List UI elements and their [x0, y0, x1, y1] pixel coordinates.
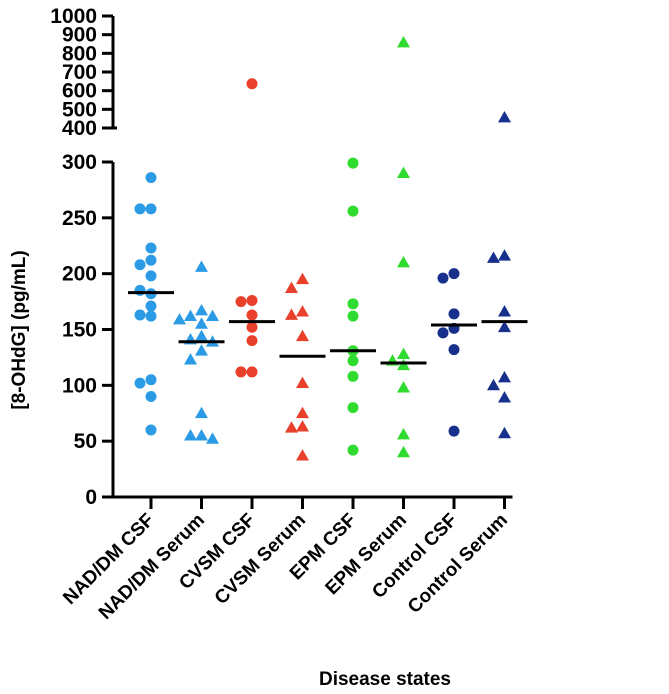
data-point	[145, 374, 157, 386]
y-tick-label: 50	[74, 430, 97, 453]
data-point	[296, 329, 309, 342]
data-point	[397, 427, 410, 440]
data-point	[145, 254, 157, 266]
data-point	[134, 259, 146, 271]
data-point	[448, 344, 460, 356]
data-point	[134, 203, 146, 215]
data-point	[296, 305, 309, 317]
y-axis-title: [8-OHdG] (pg/mL)	[9, 250, 30, 409]
y-tick-label: 1000	[50, 5, 97, 28]
data-point	[498, 391, 511, 403]
data-point	[347, 402, 359, 414]
data-points	[134, 36, 511, 461]
y-tick-label: 900	[62, 24, 97, 47]
data-point	[195, 317, 208, 329]
y-tick-label: 700	[62, 61, 97, 84]
data-point	[285, 308, 298, 320]
data-point	[397, 36, 410, 48]
data-point	[246, 366, 258, 378]
data-point	[347, 298, 359, 310]
data-point	[145, 172, 157, 184]
data-point	[145, 391, 157, 402]
data-point	[498, 371, 511, 383]
data-point	[195, 329, 208, 342]
y-tick-label: 250	[62, 207, 97, 230]
data-point	[206, 432, 219, 444]
data-point	[296, 449, 309, 461]
data-point	[397, 256, 410, 268]
data-point	[195, 406, 208, 419]
data-point	[397, 347, 410, 359]
data-point	[285, 421, 298, 433]
data-point	[195, 344, 208, 356]
data-point	[206, 309, 219, 321]
y-tick-label: 0	[85, 486, 97, 509]
data-point	[145, 270, 157, 282]
data-point	[173, 312, 186, 325]
y-tick-label: 300	[62, 151, 97, 174]
data-point	[498, 249, 511, 261]
y-tick-label: 100	[62, 374, 97, 397]
median-lines	[128, 291, 528, 365]
data-point	[195, 429, 208, 441]
data-point	[397, 445, 410, 458]
x-axis-title: Disease states	[319, 669, 451, 690]
data-point	[448, 308, 460, 320]
data-point	[195, 304, 208, 316]
data-point	[296, 272, 309, 285]
data-point	[347, 370, 359, 382]
data-point	[145, 310, 157, 322]
data-point	[448, 268, 460, 280]
data-point	[347, 157, 359, 169]
data-point	[246, 78, 258, 90]
data-point	[498, 426, 511, 439]
data-point	[448, 425, 460, 437]
data-point	[145, 203, 157, 215]
data-point	[487, 378, 500, 391]
data-point	[145, 242, 157, 254]
data-point	[246, 294, 258, 306]
data-point	[437, 272, 449, 284]
y-tick-label: 600	[62, 80, 97, 103]
data-point	[134, 284, 146, 296]
data-point	[246, 309, 258, 321]
data-point	[498, 111, 511, 123]
data-point	[184, 429, 197, 441]
data-point	[296, 376, 309, 388]
y-tick-label: 500	[62, 98, 97, 121]
data-point	[347, 310, 359, 322]
data-point	[296, 406, 309, 419]
data-point	[347, 205, 359, 217]
data-point	[498, 305, 511, 317]
data-point	[397, 381, 410, 393]
data-point	[246, 335, 258, 347]
data-point	[145, 424, 157, 436]
data-point	[195, 260, 208, 272]
data-point	[437, 327, 449, 339]
data-point	[184, 309, 197, 321]
y-tick-label: 800	[62, 42, 97, 65]
data-point	[134, 309, 146, 321]
y-tick-label: 200	[62, 263, 97, 286]
data-point	[235, 366, 247, 378]
data-point	[134, 377, 146, 389]
data-point	[347, 444, 359, 456]
data-point	[487, 251, 500, 263]
y-tick-label: 400	[62, 117, 97, 140]
data-point	[184, 353, 197, 365]
data-point	[347, 355, 359, 367]
data-point	[285, 281, 298, 294]
data-point	[235, 296, 247, 308]
data-point	[296, 420, 309, 432]
y-tick-label: 150	[62, 319, 97, 342]
data-point	[397, 166, 410, 179]
data-point	[246, 321, 258, 333]
data-point	[145, 300, 157, 312]
data-point	[498, 320, 511, 333]
